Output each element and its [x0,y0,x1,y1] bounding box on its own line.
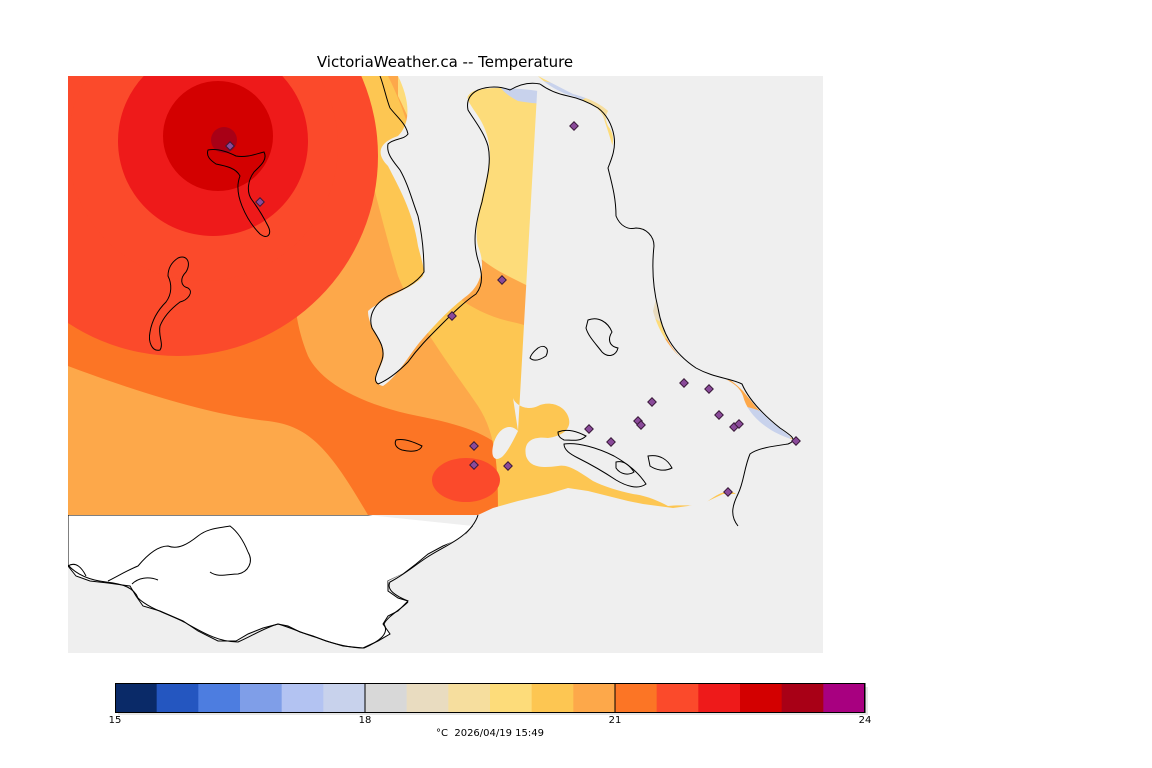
legend-swatch [698,683,741,713]
station-marker[interactable] [636,420,646,430]
coastlines [68,76,794,649]
legend-swatch [323,683,366,713]
station-marker[interactable] [569,121,579,131]
southeast-ocean [368,488,823,653]
legend-tick-label: 24 [858,715,872,726]
legend-swatch [573,683,616,713]
station-marker[interactable] [255,197,265,207]
eastern-ocean [605,76,823,536]
station-marker[interactable] [723,487,733,497]
station-marker[interactable] [497,275,507,285]
legend-unit: °C [436,728,448,739]
legend-swatch [198,683,241,713]
temperature-map[interactable] [68,76,823,653]
legend-swatch [740,683,783,713]
station-marker[interactable] [469,441,479,451]
legend-swatch [781,683,824,713]
legend-tick-label: 18 [358,715,372,726]
legend-swatch [448,683,491,713]
station-marker[interactable] [606,437,616,447]
legend-swatch [365,683,408,713]
legend-colorbar [114,683,868,717]
station-marker[interactable] [704,384,714,394]
legend-tick-label: 15 [108,715,122,726]
legend-swatch [823,683,866,713]
legend-swatch [281,683,324,713]
station-marker[interactable] [447,311,457,321]
station-marker[interactable] [791,436,801,446]
legend-swatch [531,683,574,713]
legend-tick-label: 21 [608,715,622,726]
station-marker[interactable] [679,378,689,388]
station-marker[interactable] [647,397,657,407]
station-marker[interactable] [225,141,235,151]
station-marker[interactable] [734,419,744,429]
legend-swatch [490,683,533,713]
legend-swatch [156,683,199,713]
color-legend: 15 18 21 24 °C 2026/04/19 15:49 [109,683,871,743]
map-title: VictoriaWeather.ca -- Temperature [316,53,574,71]
legend-caption: °C 2026/04/19 15:49 [365,728,615,739]
station-marker[interactable] [503,461,513,471]
legend-swatch [240,683,283,713]
legend-swatch [115,683,158,713]
station-marker[interactable] [469,460,479,470]
station-marker[interactable] [584,424,594,434]
legend-swatch [656,683,699,713]
station-marker[interactable] [714,410,724,420]
legend-swatch [615,683,658,713]
station-markers [225,121,801,497]
legend-timestamp: 2026/04/19 15:49 [454,728,544,739]
legend-swatch [406,683,449,713]
northwest-inlet [368,76,538,384]
